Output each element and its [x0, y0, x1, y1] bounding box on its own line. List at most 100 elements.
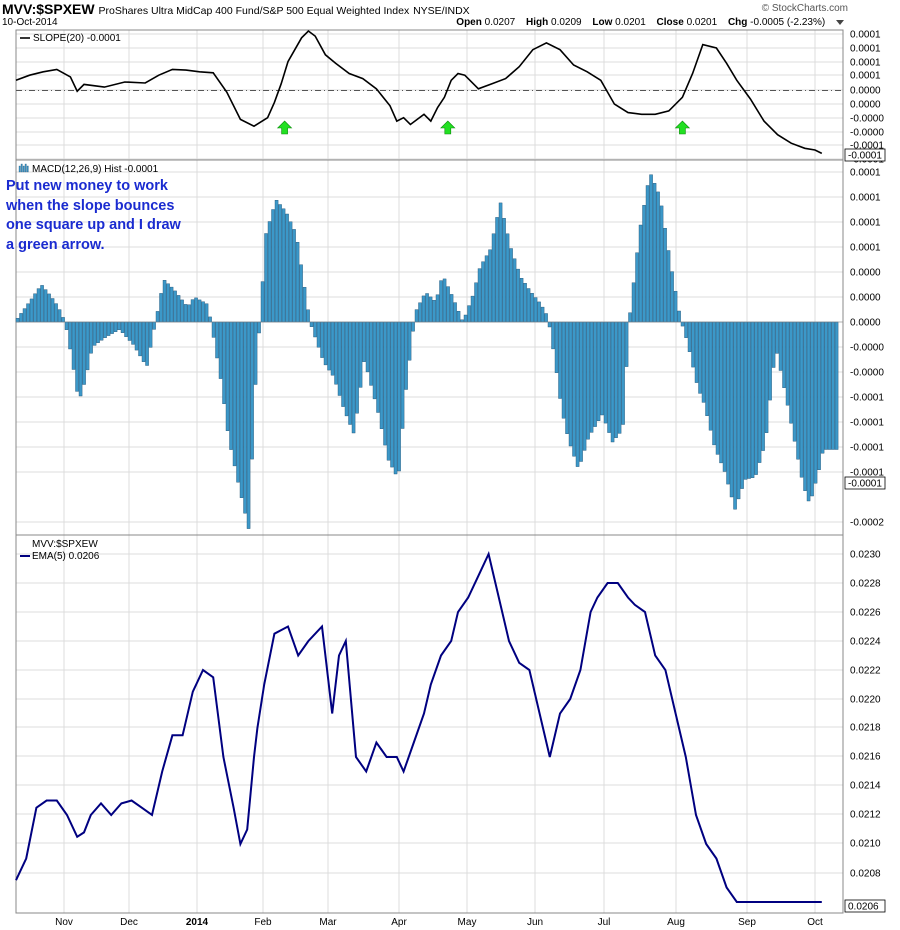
- macd-hist-bar: [673, 291, 678, 323]
- macd-hist-bar: [407, 321, 412, 361]
- macd-hist-bar: [288, 221, 293, 323]
- macd-hist-bar: [747, 321, 751, 479]
- macd-hist-bar: [512, 258, 517, 323]
- macd-hist-bar: [64, 321, 69, 330]
- macd-hist-bar: [369, 321, 373, 386]
- annotation-line: one square up and I draw: [6, 217, 181, 233]
- price-tick-label: 0.0212: [850, 810, 881, 821]
- macd-hist-bar: [565, 321, 569, 435]
- macd-hist-bar: [463, 314, 468, 323]
- x-tick-label: Dec: [120, 917, 138, 928]
- green-arrow-icon: [674, 120, 691, 135]
- price-tick-label: 0.0226: [850, 608, 881, 619]
- macd-hist-bar: [134, 321, 139, 351]
- slope-tick-label: -0.0000: [850, 128, 884, 139]
- macd-hist-bar: [78, 321, 83, 397]
- dropdown-arrow-icon[interactable]: [836, 19, 844, 25]
- macd-hist-bar: [418, 302, 422, 323]
- exchange-label: NYSE/INDX: [413, 5, 470, 17]
- macd-hist-bar: [71, 321, 76, 370]
- macd-hist-bar: [582, 321, 587, 451]
- price-tick-label: 0.0220: [850, 695, 881, 706]
- macd-hist-bar: [446, 286, 450, 323]
- slope-series-line: [15, 29, 823, 155]
- macd-hist-bar: [250, 321, 254, 460]
- macd-hist-bar: [600, 321, 604, 416]
- macd-hist-bar: [561, 321, 566, 419]
- macd-hist-bar: [621, 321, 625, 425]
- macd-hist-bar: [183, 304, 188, 323]
- macd-hist-bar: [456, 311, 461, 323]
- panel-frame: [15, 534, 844, 914]
- macd-hist-bar: [127, 321, 132, 341]
- chg-label: Chg: [727, 17, 748, 28]
- macd-hist-bar: [803, 321, 807, 491]
- low-value: 0.0201: [615, 17, 646, 28]
- macd-hist-bar: [271, 209, 275, 323]
- close-value: 0.0201: [686, 17, 718, 28]
- macd-hist-bar: [652, 183, 657, 323]
- macd-hist-bar: [817, 321, 821, 471]
- macd-tick-label: 0.0000: [850, 318, 881, 329]
- slope-panel: [15, 29, 843, 155]
- macd-hist-bar: [50, 298, 55, 323]
- macd-hist-bar: [197, 299, 202, 323]
- macd-hist-bar: [691, 321, 695, 368]
- macd-hist-bar: [764, 321, 769, 433]
- macd-hist-bar: [152, 321, 156, 330]
- x-tick-label: Oct: [807, 917, 823, 928]
- macd-hist-bar: [554, 321, 559, 373]
- macd-hist-bar: [624, 321, 629, 367]
- annotation-line: a green arrow.: [6, 236, 105, 253]
- ohlc-readout: Open 0.0207 High 0.0209 Low 0.0201 Close…: [448, 17, 844, 28]
- macd-hist-bar: [698, 321, 702, 394]
- macd-hist-bar: [449, 294, 454, 323]
- macd-hist-bar: [96, 321, 100, 343]
- x-tick-label: Apr: [391, 917, 407, 928]
- macd-tick-label: -0.0001: [850, 418, 884, 429]
- slope-tick-label: 0.0000: [850, 100, 881, 111]
- macd-hist-bar: [365, 321, 370, 373]
- macd-hist-bar: [26, 303, 30, 323]
- macd-hist-bar: [799, 321, 804, 478]
- macd-hist-bar: [470, 295, 475, 323]
- macd-hist-bar: [246, 321, 251, 529]
- macd-hist-bar: [425, 293, 429, 323]
- ema-legend: EMA(5) 0.0206: [32, 551, 100, 562]
- price-tick-label: 0.0222: [850, 666, 881, 677]
- macd-hist-bar: [568, 321, 573, 447]
- macd-hist-bar: [708, 321, 713, 431]
- macd-hist-bar: [757, 321, 762, 463]
- slope-tick-label: 0.0001: [850, 44, 881, 55]
- macd-hist-bar: [89, 321, 93, 354]
- slope-tick-label: -0.0001: [850, 141, 884, 152]
- macd-hist-bar: [460, 319, 464, 323]
- macd-hist-bar: [110, 321, 114, 334]
- slope-last-value: -0.0001: [848, 151, 882, 162]
- annotation-note: Put new money to work when the slope bou…: [6, 177, 206, 255]
- macd-hist-bar: [344, 321, 349, 417]
- chart-date: 10-Oct-2014: [2, 17, 58, 28]
- macd-hist-bar: [768, 321, 772, 401]
- macd-hist-bar: [526, 288, 531, 323]
- macd-hist-bar: [579, 321, 583, 462]
- slope-tick-label: 0.0000: [850, 86, 881, 97]
- macd-hist-bar: [390, 321, 394, 468]
- panel-frames: [15, 29, 844, 914]
- macd-hist-bar: [180, 299, 184, 323]
- macd-hist-bar: [831, 321, 835, 450]
- macd-hist-bar: [229, 321, 233, 450]
- macd-hist-bar: [656, 191, 660, 323]
- macd-hist-bar: [106, 321, 111, 336]
- macd-tick-label: 0.0001: [850, 168, 881, 179]
- macd-hist-bar: [15, 318, 20, 323]
- macd-hist-bar: [253, 321, 258, 385]
- macd-hist-bar: [719, 321, 723, 464]
- macd-hist-bar: [701, 321, 706, 403]
- macd-hist-bar: [778, 321, 783, 371]
- macd-hist-bar: [201, 301, 205, 323]
- macd-hist-bar: [610, 321, 615, 443]
- macd-hist-bar: [99, 321, 104, 341]
- macd-hist-bar: [173, 290, 177, 323]
- macd-tick-label: 0.0001: [850, 193, 881, 204]
